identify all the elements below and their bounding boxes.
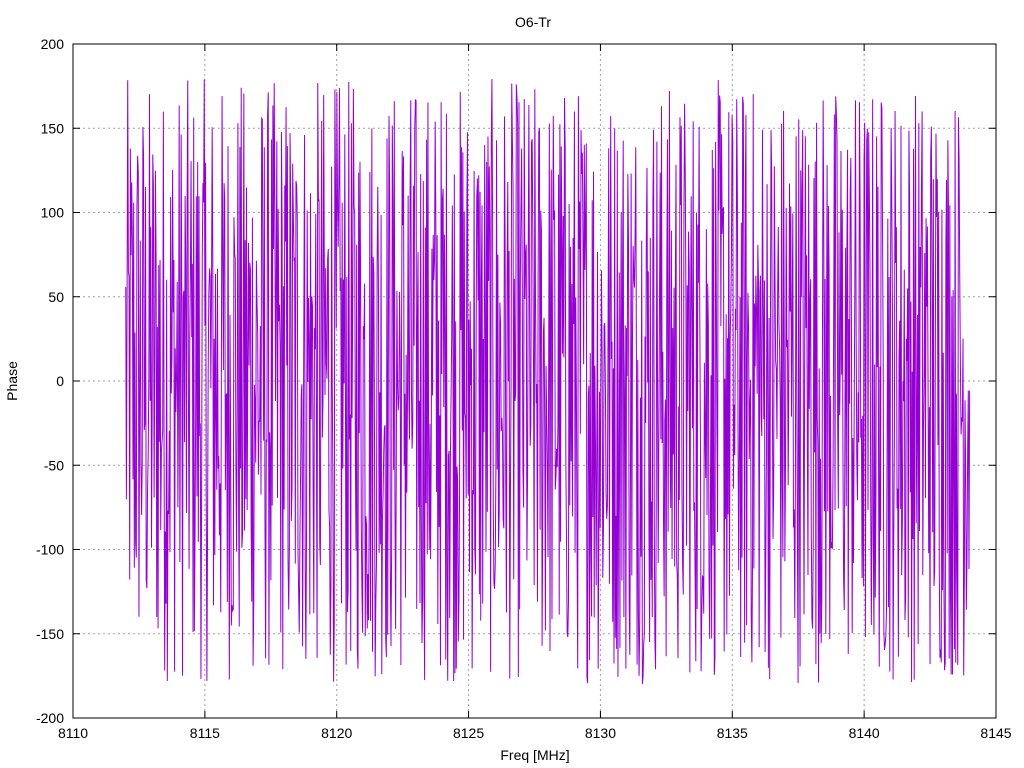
y-tick-label: -200 (36, 710, 64, 726)
x-tick-label: 8130 (585, 725, 616, 741)
y-tick-label: -150 (36, 626, 64, 642)
x-tick-label: 8135 (717, 725, 748, 741)
x-tick-label: 8110 (58, 725, 88, 741)
y-tick-label: 200 (41, 36, 65, 52)
y-tick-label: 150 (41, 120, 65, 136)
chart-title: O6-Tr (515, 14, 551, 30)
y-axis-ticks: 200 150 100 50 0 -50 -100 -150 -200 (36, 36, 996, 726)
x-tick-label: 8120 (321, 725, 352, 741)
y-axis-label: Phase (4, 361, 20, 401)
y-tick-label: -100 (36, 542, 64, 558)
y-tick-label: -50 (44, 457, 64, 473)
x-axis-ticks: 8110 8115 8120 8125 8130 8135 8140 8145 (58, 44, 1012, 741)
x-tick-label: 8140 (849, 725, 880, 741)
phase-series-line (125, 78, 971, 684)
plot-area (125, 78, 971, 684)
y-tick-label: 100 (41, 205, 65, 221)
x-tick-label: 8145 (980, 725, 1011, 741)
x-tick-label: 8125 (453, 725, 484, 741)
x-tick-label: 8115 (190, 725, 220, 741)
y-tick-label: 50 (48, 289, 64, 305)
y-tick-label: 0 (56, 373, 64, 389)
x-axis-label: Freq [MHz] (500, 747, 569, 763)
